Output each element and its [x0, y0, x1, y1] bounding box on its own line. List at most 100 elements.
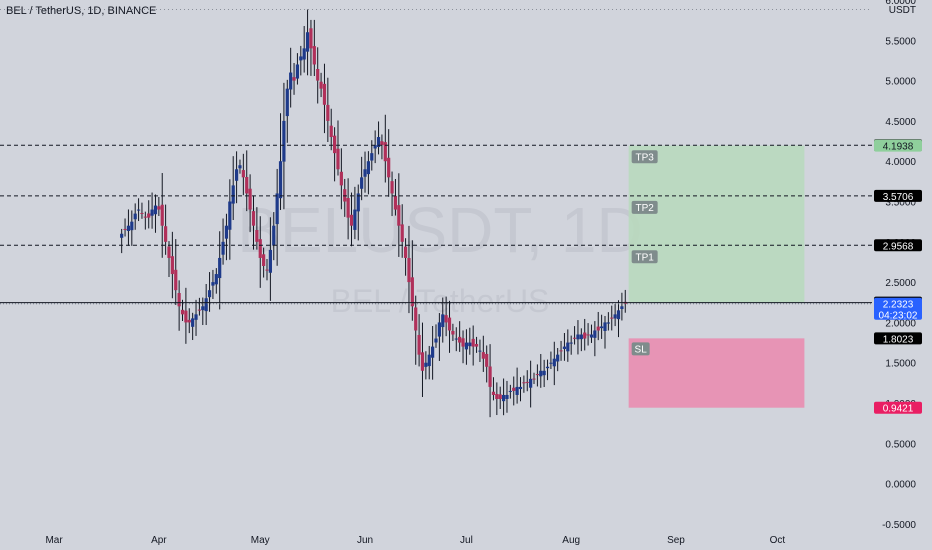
candle-body [613, 314, 617, 319]
candle-body [606, 322, 610, 324]
candle-body [299, 56, 303, 61]
candle-body [545, 366, 550, 369]
y-tick-label: 4.5000 [885, 117, 916, 128]
candle-body [305, 32, 310, 52]
x-tick-label: Aug [562, 535, 580, 546]
candle-body [474, 343, 479, 347]
candle-body [238, 165, 242, 169]
x-tick-label: May [251, 535, 270, 546]
profit-zone [628, 145, 805, 303]
candle-body [228, 201, 232, 230]
candle-body [136, 209, 141, 211]
candle-body [505, 394, 509, 399]
candle-body [431, 346, 435, 358]
candle-body [376, 137, 381, 147]
candle-body [167, 246, 171, 258]
candle-body [204, 298, 208, 312]
candle-body [559, 350, 563, 352]
candle-body [512, 387, 516, 391]
y-tick-label: 6.0000 [885, 0, 916, 7]
candle-body [302, 48, 306, 60]
watermark-sub: BEL / TetherUS [331, 283, 550, 319]
candle-body [420, 352, 425, 371]
candle-body [589, 334, 594, 338]
candle-body [194, 314, 198, 320]
candle-body [329, 125, 333, 138]
candle-body [515, 386, 519, 395]
candle-body [620, 306, 624, 310]
candle-body [278, 161, 283, 199]
candle-body [447, 317, 452, 331]
candle-body [569, 342, 573, 344]
candle-body [285, 88, 289, 117]
watermark-main: BELUSDT, 1D [237, 194, 642, 266]
candle-body [211, 282, 215, 286]
candle-body [603, 322, 607, 331]
candle-body [539, 370, 543, 377]
candle-body [123, 228, 127, 230]
candle-body [529, 378, 533, 388]
y-tick-label: 2.5000 [885, 278, 916, 289]
candle-body [207, 290, 212, 298]
candle-body [140, 212, 144, 214]
candle-body [363, 169, 367, 177]
candle-body [221, 241, 225, 255]
candle-body [444, 315, 448, 323]
x-tick-label: Mar [45, 535, 63, 546]
candle-body [231, 185, 235, 204]
candle-body [417, 334, 421, 355]
y-tick-label: 1.5000 [885, 359, 916, 370]
candle-body [596, 326, 600, 331]
candle-body [349, 214, 354, 226]
candle-body [532, 378, 536, 380]
candle-body [177, 293, 181, 307]
target-label-tp3: TP3 [635, 152, 654, 163]
candle-body [292, 77, 296, 81]
x-tick-label: Oct [770, 535, 786, 546]
candle-body [610, 317, 614, 319]
candle-body [174, 269, 178, 291]
candle-body [370, 153, 374, 161]
candle-body [552, 358, 556, 367]
candle-body [616, 310, 621, 320]
candle-body [427, 354, 431, 367]
candle-body [360, 177, 364, 189]
stop-loss-zone [628, 338, 805, 408]
candle-body [468, 342, 472, 347]
candle-body [356, 193, 360, 212]
candle-body [451, 330, 455, 335]
candle-body [424, 362, 428, 367]
candle-body [197, 309, 202, 311]
candle-body [373, 145, 377, 149]
candle-body [562, 346, 567, 349]
y-tick-label: 5.5000 [885, 36, 916, 47]
x-tick-label: Jun [357, 535, 373, 546]
candle-body [535, 374, 539, 376]
candle-body [275, 193, 279, 225]
axis-badge-stop-zone-bottom: 0.9421 [883, 404, 914, 415]
candle-body [234, 169, 239, 181]
candle-body [407, 258, 411, 283]
candle-body [366, 161, 371, 175]
stop-label-bg [631, 342, 650, 356]
candle-body [488, 366, 492, 387]
candle-body [434, 338, 438, 343]
axis-badge-tp2-bg [874, 189, 922, 202]
candle-body [437, 322, 441, 337]
target-label-tp1: TP1 [635, 252, 654, 263]
axis-badge-stop-zone-bottom-bg [874, 401, 922, 414]
axis-badge-tp1: 2.9568 [883, 241, 914, 252]
candle-body [282, 120, 286, 162]
candle-body [380, 141, 384, 146]
axis-badge-current-bg [874, 297, 922, 320]
candle-body [191, 318, 195, 327]
candle-body [245, 177, 249, 194]
candle-body [387, 157, 391, 178]
candle-body [333, 135, 337, 154]
candle-body [501, 394, 506, 402]
candle-body [316, 69, 320, 81]
candle-body [184, 310, 188, 323]
candle-body [458, 336, 462, 343]
